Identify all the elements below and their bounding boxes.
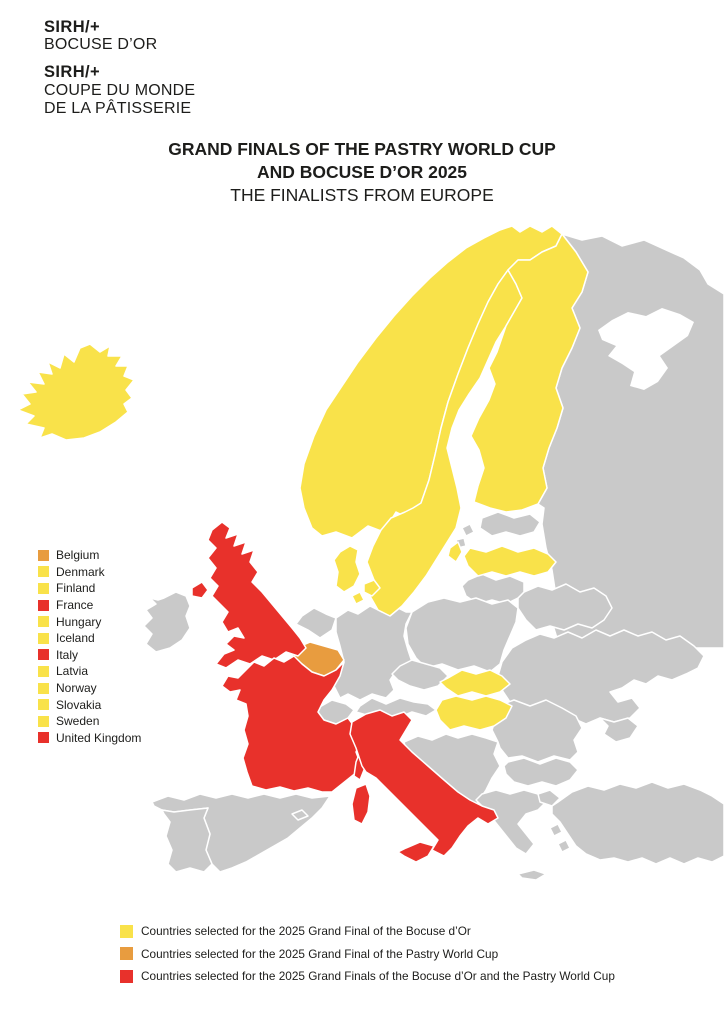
map-island-gotland (447, 541, 463, 563)
country-legend-item: United Kingdom (38, 730, 141, 747)
country-legend-item: Latvia (38, 663, 141, 680)
map-country-italy (349, 709, 499, 857)
legend-color-swatch (120, 947, 133, 960)
country-legend-label: Iceland (56, 631, 95, 646)
map-country-netherlands (295, 607, 337, 639)
country-legend-item: Denmark (38, 564, 141, 581)
sirha-logos: SIRH/+ BOCUSE D’OR SIRH/+ COUPE DU MONDE… (44, 18, 195, 118)
map-legend-label: Countries selected for the 2025 Grand Fi… (141, 969, 615, 983)
sirha-pastry-logo: SIRH/+ (44, 63, 101, 82)
country-legend-label: United Kingdom (56, 730, 142, 745)
country-legend-item: Slovakia (38, 696, 141, 713)
coupe-du-monde-wordmark-line2: DE LA PÂTISSERIE (44, 99, 192, 117)
map-country-finland (470, 233, 589, 513)
map-country-bulgaria (503, 757, 579, 787)
map-country-france (221, 655, 363, 793)
legend-color-swatch (38, 632, 49, 644)
map-islands-aegean (549, 823, 571, 853)
map-country-turkey (551, 781, 724, 865)
legend-color-swatch (38, 732, 49, 744)
legend-color-swatch (38, 649, 49, 661)
map-country-iceland (17, 343, 135, 441)
legend-color-swatch (120, 969, 133, 983)
page-title: GRAND FINALS OF THE PASTRY WORLD CUP AND… (0, 138, 724, 206)
legend-color-swatch (120, 924, 133, 938)
map-region-thrace (537, 789, 561, 807)
map-country-estonia (479, 511, 541, 537)
map-legend-label: Countries selected for the 2025 Grand Fi… (141, 924, 471, 938)
sirha-bocuse-logo: SIRH/+ (44, 18, 101, 36)
country-legend-item: Iceland (38, 630, 141, 647)
map-island-sardinia (351, 783, 371, 825)
map-legend-item: Countries selected for the 2025 Grand Fi… (120, 924, 615, 938)
map-legend-label: Countries selected for the 2025 Grand Fi… (141, 946, 499, 961)
map-legend-item: Countries selected for the 2025 Grand Fi… (120, 947, 615, 961)
legend-color-swatch (38, 566, 49, 578)
country-legend: Belgium Denmark Finland France Hungary Icelan… (38, 547, 141, 746)
map-country-portugal (161, 807, 213, 873)
coupe-du-monde-wordmark-line1: COUPE DU MONDE (44, 81, 196, 99)
country-legend-item: France (38, 597, 141, 614)
country-legend-label: Hungary (56, 614, 102, 629)
map-region-crimea (599, 717, 639, 743)
map-country-sweden (366, 269, 523, 617)
map-country-denmark (333, 545, 361, 593)
country-legend-label: Denmark (56, 564, 105, 579)
legend-color-swatch (38, 599, 49, 611)
country-legend-item: Hungary (38, 613, 141, 630)
country-legend-item: Italy (38, 647, 141, 664)
map-islands-denmark (351, 579, 381, 605)
map-legend-item: Countries selected for the 2025 Grand Fi… (120, 969, 615, 983)
legend-color-swatch (38, 665, 49, 677)
map-country-poland (405, 597, 519, 673)
legend-color-swatch (38, 682, 49, 694)
country-legend-label: Norway (56, 681, 97, 696)
map-islands-balearic (291, 809, 309, 821)
country-legend-label: Slovakia (56, 697, 102, 712)
map-country-czechia (391, 659, 449, 691)
country-legend-label: Italy (56, 647, 79, 662)
map-country-romania (491, 699, 583, 763)
legend-color-swatch (38, 549, 49, 561)
legend-color-swatch (38, 616, 49, 628)
white-sea (598, 308, 694, 390)
country-legend-label: Belgium (56, 548, 100, 563)
map-country-germany (333, 605, 413, 701)
country-legend-label: Latvia (56, 664, 89, 679)
country-legend-item: Norway (38, 680, 141, 697)
bocuse-dor-wordmark: BOCUSE D’OR (44, 36, 158, 54)
map-island-sicily (397, 841, 435, 863)
country-legend-label: France (56, 598, 94, 613)
legend-color-swatch (38, 715, 49, 727)
map-country-latvia (463, 545, 557, 577)
map-country-ireland (143, 591, 191, 653)
country-legend-item: Belgium (38, 547, 141, 564)
map-country-hungary (435, 695, 513, 731)
map-country-slovakia (439, 669, 511, 697)
title-line2: AND BOCUSE D’OR 2025 (256, 161, 468, 182)
country-legend-item: Sweden (38, 713, 141, 730)
legend-color-swatch (38, 582, 49, 594)
map-legend: Countries selected for the 2025 Grand Fi… (120, 924, 615, 992)
map-country-lithuania (461, 573, 525, 605)
country-legend-label: Finland (56, 581, 96, 596)
title-line1: GRAND FINALS OF THE PASTRY WORLD CUP (168, 139, 556, 159)
country-legend-item: Finland (38, 580, 141, 597)
title-line3: THE FINALISTS FROM EUROPE (230, 184, 494, 205)
map-country-belarus (517, 583, 613, 631)
map-island-crete (517, 869, 547, 881)
map-country-united-kingdom (207, 521, 307, 669)
country-legend-label: Sweden (56, 714, 100, 729)
legend-color-swatch (38, 699, 49, 711)
map-region-northern-ireland (191, 581, 209, 599)
